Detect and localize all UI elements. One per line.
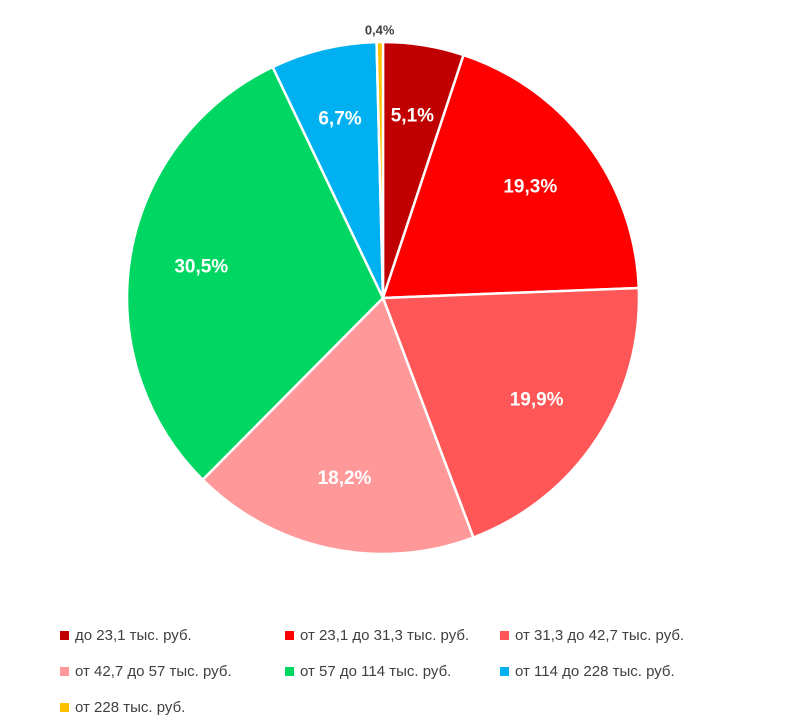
legend-label: до 23,1 тыс. руб. bbox=[75, 627, 192, 644]
pie-slice bbox=[381, 53, 641, 300]
pie-slice bbox=[201, 296, 475, 556]
legend-item: от 114 до 228 тыс. руб. bbox=[500, 663, 675, 680]
pie-slice bbox=[375, 40, 385, 300]
data-label: 5,1% bbox=[391, 106, 434, 127]
pie-slice bbox=[125, 65, 385, 481]
data-label: 18,2% bbox=[318, 468, 372, 489]
legend-label: от 42,7 до 57 тыс. руб. bbox=[75, 663, 232, 680]
legend-item: от 23,1 до 31,3 тыс. руб. bbox=[285, 627, 469, 644]
legend-item: от 57 до 114 тыс. руб. bbox=[285, 663, 451, 680]
legend-item: от 228 тыс. руб. bbox=[60, 699, 185, 716]
legend-label: от 23,1 до 31,3 тыс. руб. bbox=[300, 627, 470, 644]
legend: до 23,1 тыс. руб. от 23,1 до 31,3 тыс. ру… bbox=[0, 620, 800, 728]
legend-label: от 57 до 114 тыс. руб. bbox=[300, 663, 452, 680]
legend-item: от 31,3 до 42,7 тыс. руб. bbox=[500, 627, 684, 644]
pie-slice bbox=[381, 286, 641, 539]
legend-label: от 31,3 до 42,7 тыс. руб. bbox=[515, 627, 685, 644]
data-label: 30,5% bbox=[174, 257, 228, 278]
legend-label: от 114 до 228 тыс. руб. bbox=[515, 663, 675, 680]
legend-swatch bbox=[500, 667, 509, 676]
data-label: 6,7% bbox=[318, 108, 361, 129]
legend-swatch bbox=[60, 667, 69, 676]
legend-swatch bbox=[285, 631, 294, 640]
legend-label: от 228 тыс. руб. bbox=[75, 699, 186, 716]
pie-slice bbox=[271, 40, 385, 300]
data-label: 19,9% bbox=[510, 389, 564, 410]
pie-chart: 5,1% 19,3% 19,9% 18,2% 30,5% 6,7% 0,4% bbox=[125, 23, 641, 556]
legend-item: от 42,7 до 57 тыс. руб. bbox=[60, 663, 232, 680]
legend-swatch bbox=[285, 667, 294, 676]
legend-item: до 23,1 тыс. руб. bbox=[60, 627, 192, 644]
legend-swatch bbox=[60, 631, 69, 640]
data-label: 0,4% bbox=[365, 23, 395, 38]
legend-swatch bbox=[500, 631, 509, 640]
data-label: 19,3% bbox=[503, 177, 557, 198]
legend-swatch bbox=[60, 703, 69, 712]
